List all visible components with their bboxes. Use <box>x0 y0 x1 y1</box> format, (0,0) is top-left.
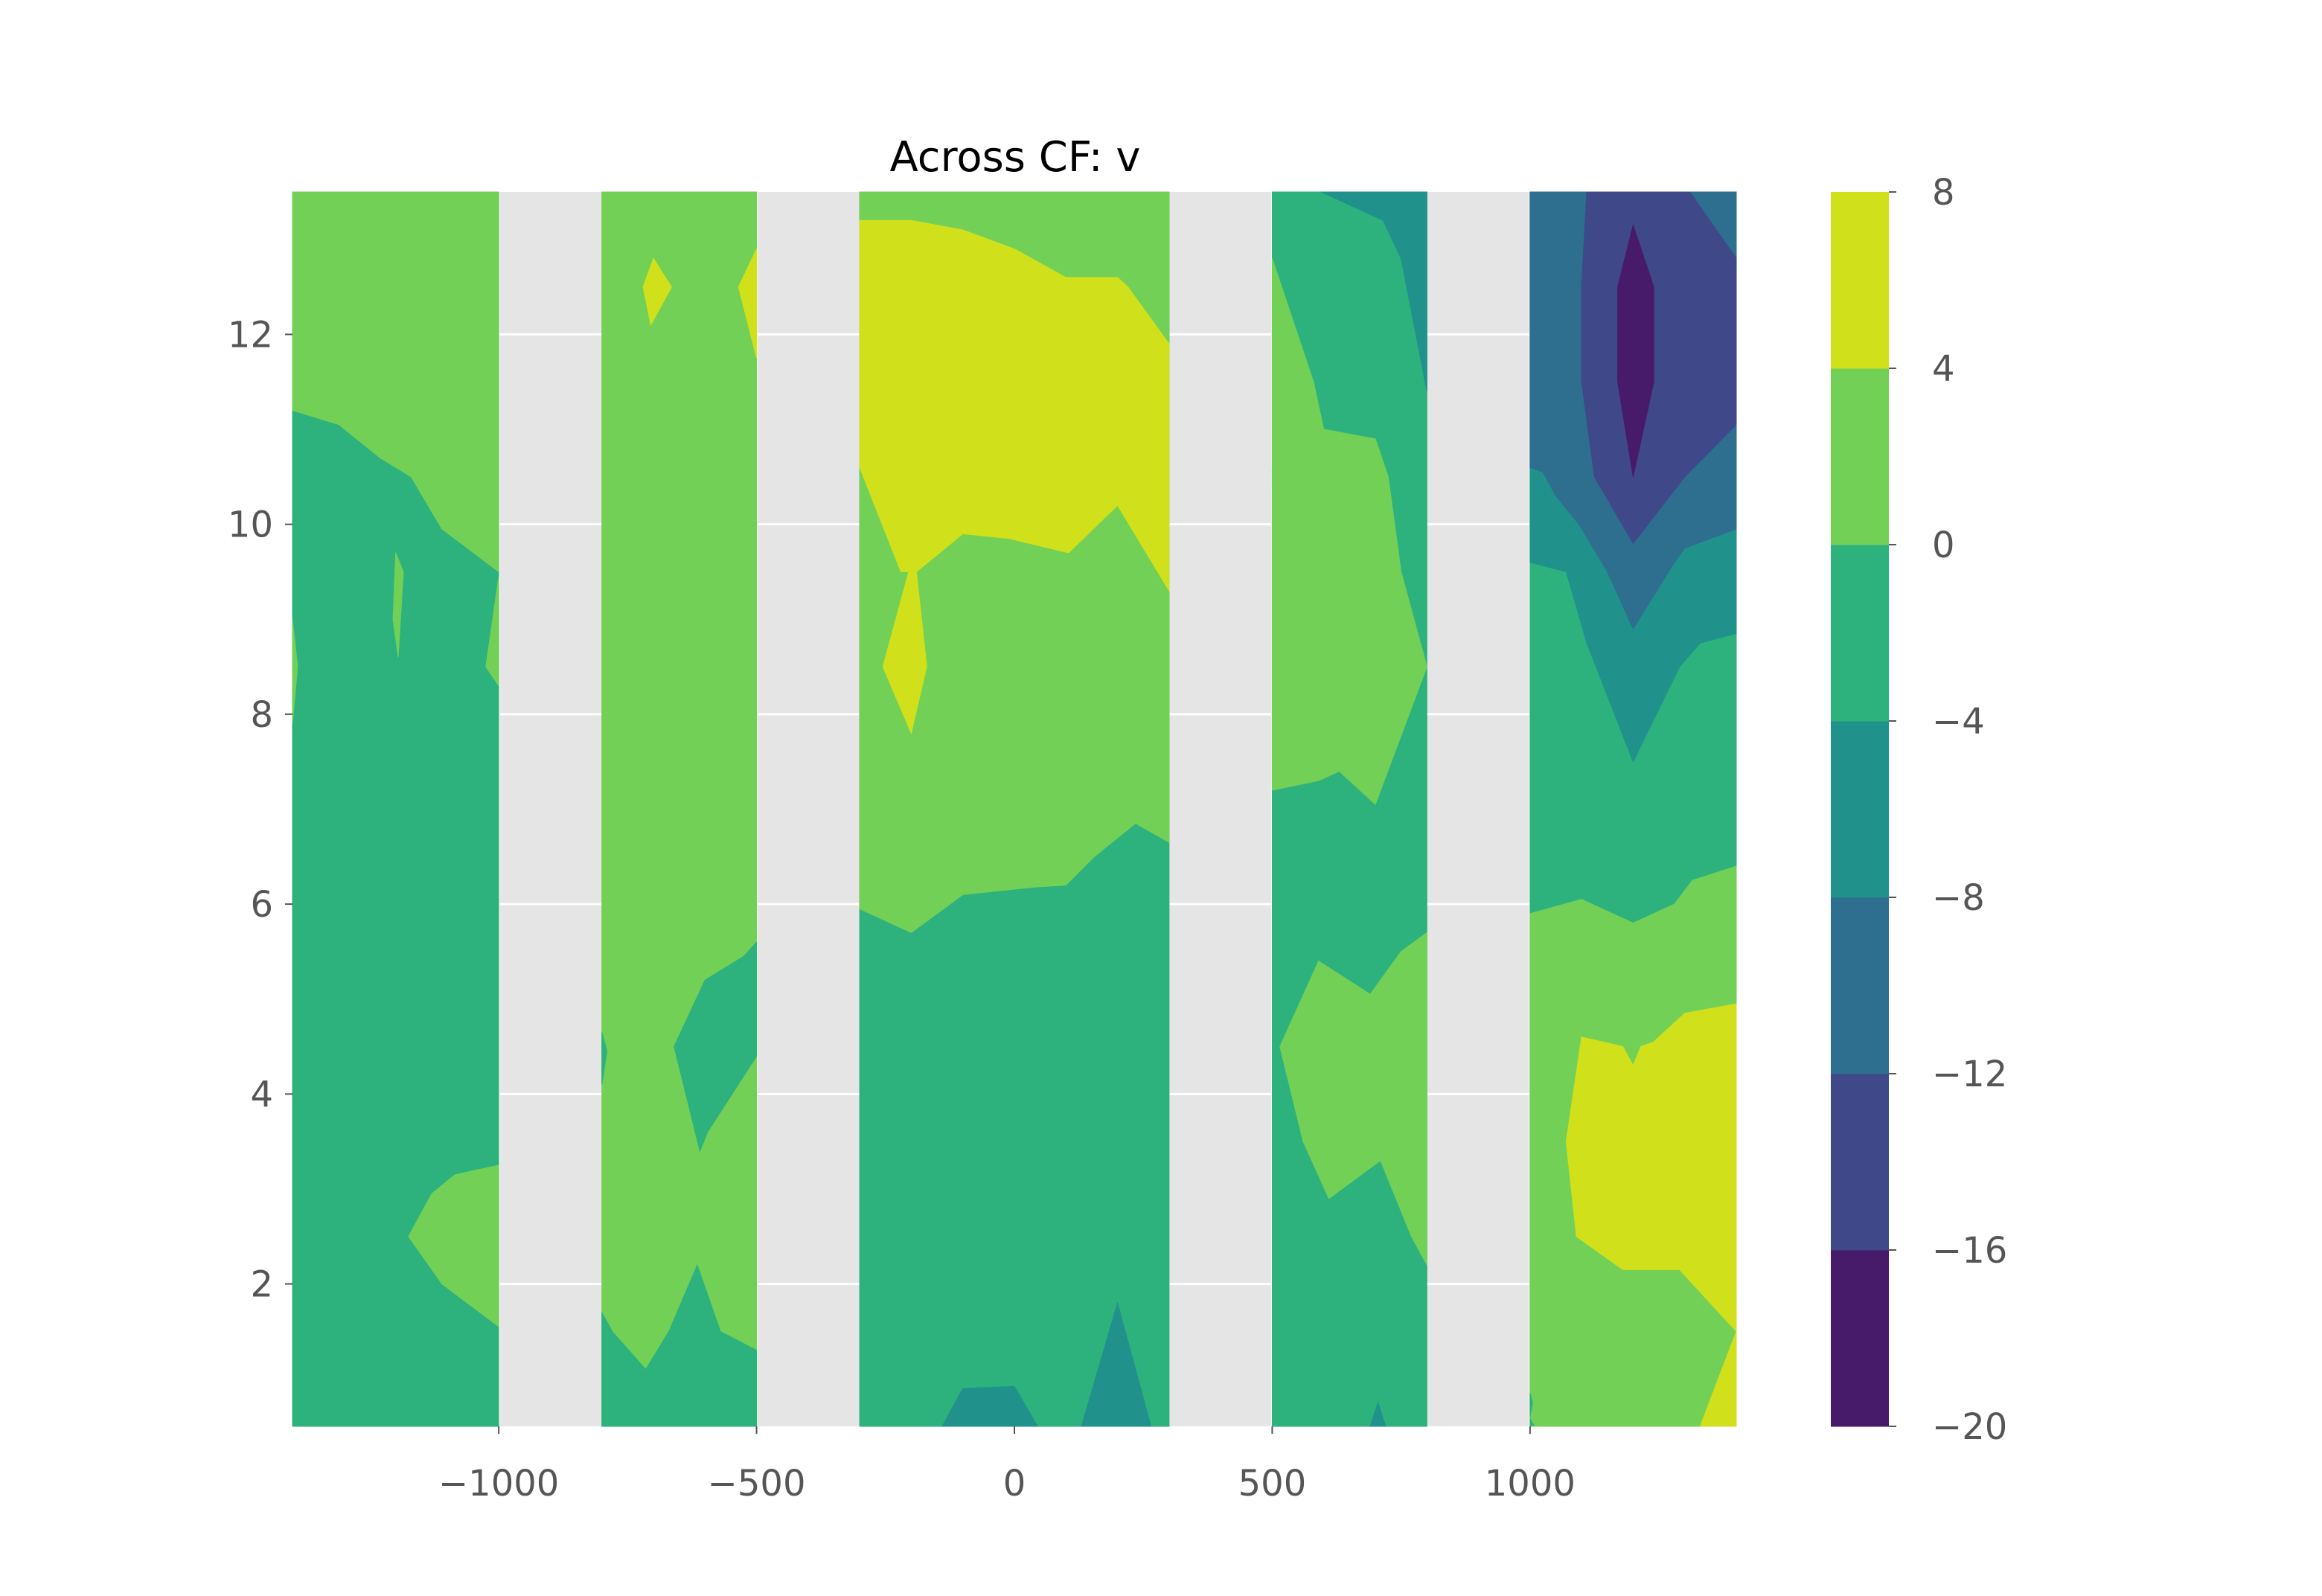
colorbar-band <box>1831 721 1889 898</box>
x-tick-label: 0 <box>1003 1463 1026 1504</box>
y-tick-label: 10 <box>228 504 273 546</box>
contour-region <box>674 940 758 1153</box>
chart-title: Across CF: v <box>889 133 1140 182</box>
x-tick-label: 500 <box>1238 1463 1307 1504</box>
y-tick-label: 4 <box>250 1074 273 1115</box>
contour-region <box>292 619 298 724</box>
x-tick-label: −500 <box>708 1463 806 1504</box>
contour-region <box>1081 1301 1152 1427</box>
contour-region <box>408 1164 499 1328</box>
contour-strip <box>601 191 758 1427</box>
y-tick-label: 2 <box>250 1264 273 1306</box>
colorbar-tick-label: −16 <box>1932 1230 2007 1272</box>
contour-region <box>738 249 758 359</box>
contour-strip <box>292 191 499 1427</box>
contour-region <box>1271 467 1276 487</box>
contour-region <box>1271 258 1427 805</box>
colorbar-band <box>1831 368 1889 545</box>
contour-region <box>601 1032 608 1085</box>
colorbar-band <box>1831 1250 1889 1427</box>
contour-region <box>1321 191 1427 392</box>
colorbar-tick-label: −12 <box>1932 1054 2007 1095</box>
contour-region <box>941 1385 1039 1427</box>
y-tick-label: 8 <box>250 694 273 736</box>
colorbar-tick-label: −20 <box>1932 1406 2007 1448</box>
x-tick-label: 1000 <box>1485 1463 1576 1504</box>
contour-strip <box>1529 191 1737 1427</box>
plot-area <box>292 191 1737 1427</box>
colorbar-tick-label: −4 <box>1932 701 1985 743</box>
y-tick-label: 6 <box>250 884 273 926</box>
colorbar: −20 −16 −12 −8 −4 0 4 8 <box>1831 172 2007 1448</box>
contour-region <box>485 576 499 688</box>
contour-region <box>1369 1401 1387 1427</box>
contour-region <box>601 191 758 1427</box>
contour-strip <box>859 191 1170 1427</box>
contour-region <box>292 191 499 573</box>
colorbar-tick-label: −8 <box>1932 877 1985 919</box>
axes: −1000 −500 0 500 1000 2 4 6 8 10 12 <box>228 314 1576 1504</box>
colorbar-tick-label: 8 <box>1932 172 1955 214</box>
contour-region <box>392 552 404 658</box>
contour-region <box>1279 932 1427 1266</box>
contour-region <box>642 257 672 327</box>
colorbar-band <box>1831 192 1889 369</box>
contour-region <box>1617 223 1654 477</box>
colorbar-band <box>1831 545 1889 722</box>
contour-region <box>1529 1393 1533 1417</box>
colorbar-tick-label: 4 <box>1932 348 1955 390</box>
y-tick-label: 12 <box>228 314 273 356</box>
contour-region <box>882 571 927 735</box>
contour-region <box>601 1263 758 1427</box>
contour-region <box>1565 1003 1737 1427</box>
x-tick-label: −1000 <box>438 1463 559 1504</box>
contour-strip <box>1271 191 1427 1427</box>
colorbar-band <box>1831 1074 1889 1251</box>
colorbar-band <box>1831 897 1889 1074</box>
colorbar-tick-label: 0 <box>1932 525 1955 566</box>
